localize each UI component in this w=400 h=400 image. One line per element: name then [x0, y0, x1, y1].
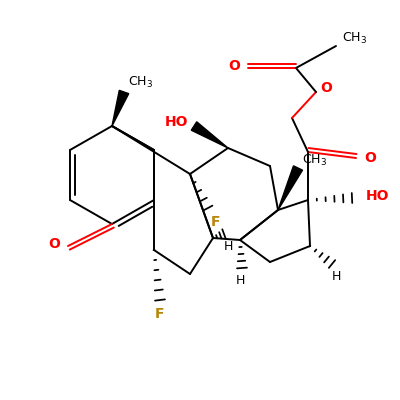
Text: O: O	[228, 59, 240, 73]
Text: H: H	[223, 240, 233, 252]
Text: O: O	[48, 237, 60, 251]
Text: O: O	[320, 81, 332, 95]
Text: HO: HO	[366, 189, 390, 203]
Text: HO: HO	[164, 115, 188, 129]
Text: O: O	[364, 151, 376, 165]
Text: CH$_3$: CH$_3$	[128, 74, 153, 90]
Polygon shape	[112, 90, 129, 126]
Polygon shape	[191, 122, 228, 148]
Text: CH$_3$: CH$_3$	[342, 30, 367, 46]
Text: F: F	[155, 307, 165, 321]
Text: H: H	[235, 274, 245, 288]
Polygon shape	[278, 166, 302, 210]
Text: H: H	[331, 270, 341, 282]
Text: F: F	[211, 215, 221, 229]
Text: CH$_3$: CH$_3$	[302, 152, 327, 168]
